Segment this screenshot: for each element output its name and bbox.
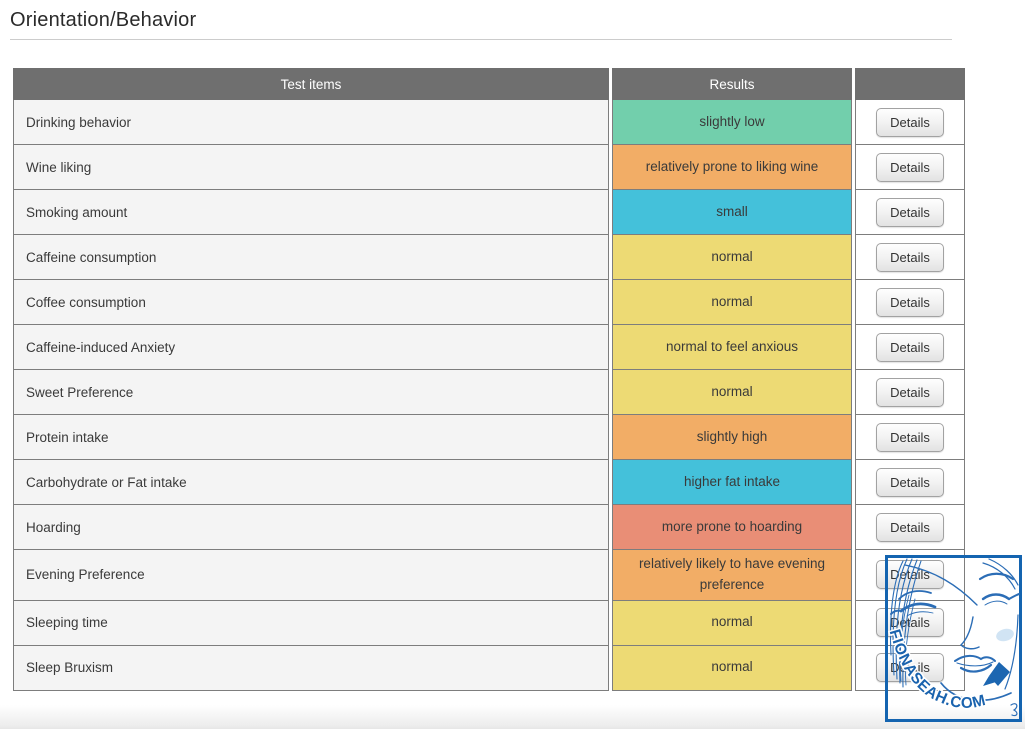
table-row: Drinking behavior slightly low Details bbox=[13, 100, 965, 145]
details-cell: Details bbox=[855, 415, 965, 460]
test-item-cell: Evening Preference bbox=[13, 550, 609, 601]
test-item-cell: Coffee consumption bbox=[13, 280, 609, 325]
watermark-marker-icon bbox=[983, 662, 1010, 686]
details-button[interactable]: Details bbox=[876, 422, 944, 452]
details-cell: Details bbox=[855, 370, 965, 415]
result-cell: normal bbox=[612, 600, 852, 646]
result-cell: higher fat intake bbox=[612, 460, 852, 505]
table-row: Sweet Preference normal Details bbox=[13, 370, 965, 415]
details-cell: Details bbox=[855, 235, 965, 280]
details-cell: Details bbox=[855, 550, 965, 601]
details-button[interactable]: Details bbox=[876, 197, 944, 227]
result-cell: slightly low bbox=[612, 100, 852, 145]
table-body: Drinking behavior slightly low Details W… bbox=[13, 100, 965, 691]
test-item-cell: Caffeine-induced Anxiety bbox=[13, 325, 609, 370]
table-row: Smoking amount small Details bbox=[13, 190, 965, 235]
details-cell: Details bbox=[855, 460, 965, 505]
table-row: Caffeine-induced Anxiety normal to feel … bbox=[13, 325, 965, 370]
details-button[interactable]: Details bbox=[876, 467, 944, 497]
result-cell: normal bbox=[612, 280, 852, 325]
table-row: Wine liking relatively prone to liking w… bbox=[13, 145, 965, 190]
details-button[interactable]: Details bbox=[876, 608, 944, 638]
test-item-cell: Caffeine consumption bbox=[13, 235, 609, 280]
test-item-cell: Carbohydrate or Fat intake bbox=[13, 460, 609, 505]
result-cell: more prone to hoarding bbox=[612, 505, 852, 550]
result-cell: normal bbox=[612, 235, 852, 280]
test-item-cell: Protein intake bbox=[13, 415, 609, 460]
result-cell: relatively likely to have evening prefer… bbox=[612, 550, 852, 601]
table-row: Sleep Bruxism normal Details bbox=[13, 645, 965, 691]
test-item-cell: Sleeping time bbox=[13, 600, 609, 646]
details-button[interactable]: Details bbox=[876, 152, 944, 182]
test-item-cell: Smoking amount bbox=[13, 190, 609, 235]
results-table: Test items Results Drinking behavior sli… bbox=[10, 68, 968, 691]
details-cell: Details bbox=[855, 100, 965, 145]
test-item-cell: Sleep Bruxism bbox=[13, 645, 609, 691]
details-button[interactable]: Details bbox=[876, 512, 944, 542]
test-item-cell: Wine liking bbox=[13, 145, 609, 190]
details-button[interactable]: Details bbox=[876, 560, 944, 590]
result-cell: normal to feel anxious bbox=[612, 325, 852, 370]
result-cell: normal bbox=[612, 370, 852, 415]
details-cell: Details bbox=[855, 600, 965, 646]
table-header-row: Test items Results bbox=[13, 68, 965, 100]
details-cell: Details bbox=[855, 325, 965, 370]
details-button[interactable]: Details bbox=[876, 653, 944, 683]
col-header-details bbox=[855, 68, 965, 100]
details-button[interactable]: Details bbox=[876, 332, 944, 362]
details-button[interactable]: Details bbox=[876, 107, 944, 137]
title-divider bbox=[10, 39, 952, 40]
result-cell: relatively prone to liking wine bbox=[612, 145, 852, 190]
details-cell: Details bbox=[855, 190, 965, 235]
table-row: Evening Preference relatively likely to … bbox=[13, 550, 965, 601]
table-row: Caffeine consumption normal Details bbox=[13, 235, 965, 280]
table-row: Sleeping time normal Details bbox=[13, 600, 965, 646]
test-item-cell: Sweet Preference bbox=[13, 370, 609, 415]
details-cell: Details bbox=[855, 645, 965, 691]
col-header-test-items: Test items bbox=[13, 68, 609, 100]
result-cell: small bbox=[612, 190, 852, 235]
details-cell: Details bbox=[855, 280, 965, 325]
page-title: Orientation/Behavior bbox=[10, 9, 197, 31]
table-row: Carbohydrate or Fat intake higher fat in… bbox=[13, 460, 965, 505]
details-cell: Details bbox=[855, 505, 965, 550]
result-cell: slightly high bbox=[612, 415, 852, 460]
details-button[interactable]: Details bbox=[876, 377, 944, 407]
table-row: Hoarding more prone to hoarding Details bbox=[13, 505, 965, 550]
test-item-cell: Drinking behavior bbox=[13, 100, 609, 145]
test-item-cell: Hoarding bbox=[13, 505, 609, 550]
details-button[interactable]: Details bbox=[876, 242, 944, 272]
col-header-results: Results bbox=[612, 68, 852, 100]
footer-gradient bbox=[0, 705, 1025, 729]
details-cell: Details bbox=[855, 145, 965, 190]
table-row: Protein intake slightly high Details bbox=[13, 415, 965, 460]
details-button[interactable]: Details bbox=[876, 287, 944, 317]
table-row: Coffee consumption normal Details bbox=[13, 280, 965, 325]
result-cell: normal bbox=[612, 645, 852, 691]
